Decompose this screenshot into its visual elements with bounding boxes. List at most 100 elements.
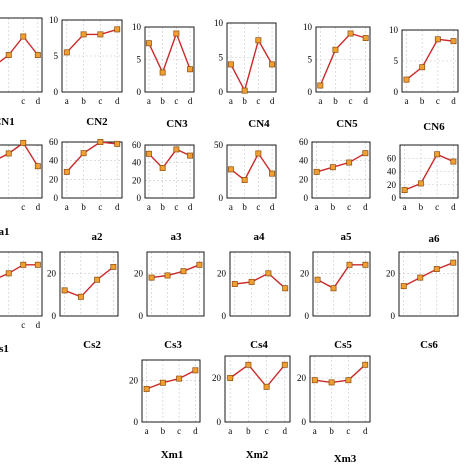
x-tick-label: a [403,202,407,212]
panel-title: Cs5 [334,339,352,351]
data-point [145,40,152,47]
plot-frame [146,251,205,317]
panel-title: CN5 [336,118,358,130]
data-point [450,158,457,165]
x-tick-label: c [256,202,260,212]
series-line [234,272,286,289]
series-line [317,264,366,290]
plot-frame [0,251,43,317]
y-tick-label: 0 [222,311,227,321]
plot-frame [312,251,371,317]
x-tick-label: d [115,96,120,106]
series-line [316,152,366,173]
data-point [314,276,321,283]
chart-panel-cs5: 0 20 Cs5 [300,251,371,351]
panel-title: CN4 [248,118,270,130]
data-point [281,361,288,368]
data-point [231,281,238,287]
x-tick-label: b [329,426,334,436]
x-tick-label: d [363,202,368,212]
x-tick-label: c [436,96,440,106]
x-tick-label: c [98,96,102,106]
x-tick-label: c [265,426,269,436]
panel-title: CN1 [0,116,15,128]
series-line [64,266,114,298]
data-point [187,66,194,73]
data-point [63,168,70,175]
panel-title: Xm2 [246,449,269,461]
plot-frame [224,355,291,423]
chart-panel-cn1: c d CN1 [0,17,43,128]
data-point [403,76,410,83]
chart-panel-cs6: 0 20 Cs6 [386,251,459,351]
plot-frame [309,355,371,423]
data-point [77,293,84,300]
panel-title: CN3 [166,118,188,130]
data-point [97,139,104,145]
panel-title: CN2 [86,116,108,128]
chart-panel-cs4: 0 20 Cs4 [217,251,291,351]
x-tick-label: c [347,202,351,212]
y-tick-label: 5 [308,55,313,65]
y-tick-label: 10 [303,22,313,32]
series-line [0,264,38,278]
x-tick-label: a [65,96,69,106]
plot-frame [141,359,201,423]
y-tick-label: 0 [52,311,57,321]
x-tick-label: a [229,96,233,106]
y-tick-label: 60 [299,137,309,147]
data-point [159,69,166,76]
data-point [433,266,440,273]
x-tick-label: a [228,426,232,436]
data-point [227,166,234,173]
chart-panel-cs3: 0 20 Cs3 [134,251,205,351]
y-tick-label: 0 [308,87,313,97]
chart-panel-a3: 0 20 40 60 a b c d a3 [132,140,195,243]
chart-panel-cn4: 0 5 10 a b c d CN4 [214,18,277,130]
plot-frame [229,251,291,317]
panel-title: Cs6 [420,339,438,351]
chart-panel-a5: 0 20 40 60 a b c d a5 [299,137,371,243]
x-tick-label: b [242,96,247,106]
x-tick-label: c [346,426,350,436]
panel-title: a5 [341,231,353,243]
data-point [255,150,262,157]
plot-frame [311,141,371,199]
data-point [34,163,41,170]
data-point [114,140,121,147]
y-tick-label: 20 [47,268,57,278]
y-tick-label: 0 [137,87,142,97]
chart-panel-a1: c d a1 [0,139,43,238]
x-tick-label: d [36,202,41,212]
series-line [229,363,286,388]
data-point [34,261,41,268]
chart-panel-cn6: 0 5 10 a b c d CN6 [389,25,459,133]
data-point [159,379,166,386]
y-tick-label: 5 [54,51,59,61]
y-tick-label: 0 [139,311,144,321]
panel-title: Cs2 [83,339,101,351]
y-tick-label: 20 [132,175,142,185]
series-line [406,38,454,81]
panel-title: a1 [0,226,10,238]
x-tick-label: b [81,202,86,212]
x-tick-label: c [256,96,260,106]
y-tick-label: 0 [137,193,142,203]
data-point [434,36,441,43]
data-point [417,180,424,187]
x-tick-label: c [177,426,181,436]
series-line [148,148,191,170]
x-tick-label: a [145,426,149,436]
y-tick-label: 60 [49,137,59,147]
data-point [180,268,187,275]
data-point [311,377,318,384]
data-point [148,274,155,281]
panel-title: Cs3 [164,339,182,351]
data-point [282,285,289,292]
y-tick-label: 20 [129,376,139,386]
panel-title: Cs4 [250,339,268,351]
data-point [450,259,457,266]
x-tick-label: a [318,96,322,106]
data-point [94,276,101,283]
x-tick-label: c [174,202,178,212]
